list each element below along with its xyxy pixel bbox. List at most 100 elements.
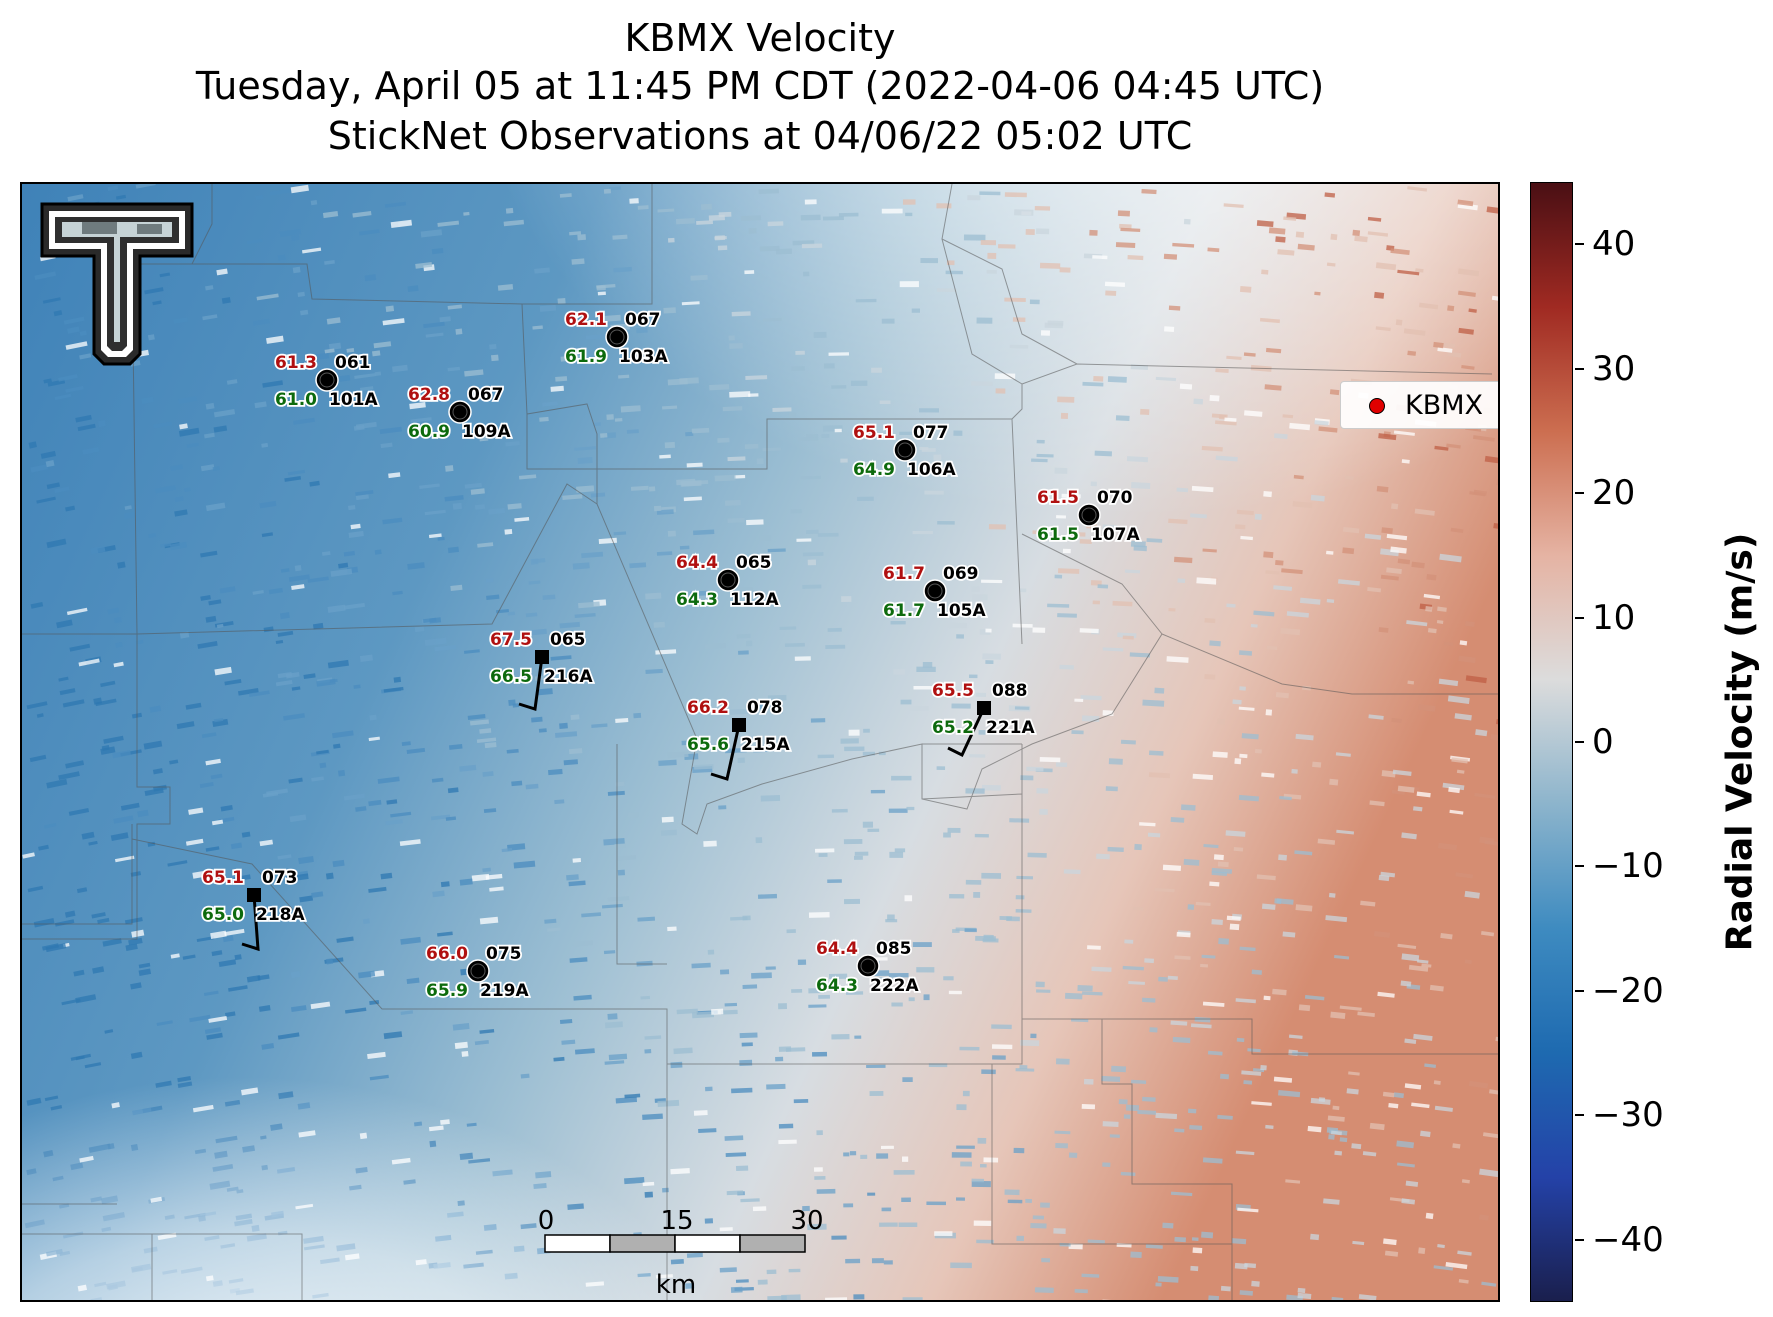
colorbar-tick-label: 0 — [1592, 722, 1614, 762]
calm-wind-ring-icon — [319, 372, 335, 388]
calm-wind-circle-icon — [315, 368, 339, 392]
station-pressure: 070 — [1097, 488, 1133, 508]
station-id: 103A — [619, 347, 668, 367]
station-pressure: 061 — [335, 353, 371, 373]
station-plot-215A[interactable]: 66.2 078 65.6 215A — [685, 696, 792, 781]
station-pressure: 069 — [943, 564, 979, 584]
station-dewpoint: 61.7 — [883, 601, 925, 621]
station-temperature: 66.0 — [426, 944, 468, 964]
station-pressure: 067 — [625, 310, 661, 330]
calm-wind-circle-icon — [856, 954, 880, 978]
station-id: 101A — [329, 390, 378, 410]
station-id: 112A — [730, 590, 779, 610]
calm-wind-circle-icon — [448, 400, 472, 424]
station-temperature: 65.1 — [853, 423, 895, 443]
station-temperature: 64.4 — [676, 553, 718, 573]
station-square-icon — [535, 650, 549, 664]
title-line-1: KBMX Velocity — [624, 16, 896, 60]
colorbar-tick-label: 20 — [1592, 473, 1636, 514]
station-plot-216A[interactable]: 67.5 065 66.5 216A — [488, 628, 595, 711]
colorbar-tick-label: −10 — [1592, 846, 1664, 887]
colorbar-tick — [1575, 616, 1584, 619]
county-boundaries — [22, 184, 1498, 1300]
station-id: 107A — [1091, 525, 1140, 545]
calm-wind-circle-icon — [1077, 503, 1101, 527]
station-temperature: 64.4 — [816, 939, 858, 959]
map-legend: KBMX — [1340, 381, 1498, 429]
station-pressure: 078 — [747, 698, 783, 718]
range-edge-fade — [22, 184, 1498, 1300]
station-id: 221A — [986, 718, 1035, 738]
station-pressure: 065 — [736, 553, 772, 573]
station-id: 106A — [907, 460, 956, 480]
colorbar-tick-label: −40 — [1592, 1219, 1664, 1260]
scale-label-15: 15 — [660, 1206, 694, 1236]
station-pressure: 077 — [913, 423, 949, 443]
station-pressure: 073 — [262, 868, 298, 888]
station-plot-106A[interactable]: 65.1 077 64.9 106A — [851, 421, 958, 482]
station-dewpoint: 65.6 — [687, 735, 729, 755]
colorbar-tick-label: 30 — [1592, 348, 1636, 389]
station-plot-105A[interactable]: 61.7 069 61.7 105A — [881, 562, 988, 623]
calm-wind-ring-icon — [452, 404, 468, 420]
calm-wind-circle-icon — [923, 579, 947, 603]
station-square-icon — [732, 718, 746, 732]
radar-site-marker-icon — [1369, 398, 1385, 414]
station-id: 219A — [480, 981, 529, 1001]
station-temperature: 61.7 — [883, 564, 925, 584]
station-pressure: 067 — [468, 385, 504, 405]
station-square-icon — [977, 701, 991, 715]
station-temperature: 66.2 — [687, 698, 729, 718]
station-id: 215A — [741, 735, 790, 755]
station-plots: 62.1 067 61.9 103A 61.3 061 61.0 101A 62.8 067 60.… — [200, 308, 1142, 1003]
station-plot-107A[interactable]: 61.5 070 61.5 107A — [1035, 486, 1142, 547]
station-plot-103A[interactable]: 62.1 067 61.9 103A — [563, 308, 670, 369]
wind-barb-icon — [241, 894, 260, 952]
scale-unit: km — [655, 1270, 697, 1300]
texas-tech-logo-icon — [40, 202, 194, 366]
station-dewpoint: 65.9 — [426, 981, 468, 1001]
colorbar-tick — [1575, 741, 1584, 743]
station-temperature: 61.5 — [1037, 488, 1079, 508]
colorbar-tick — [1575, 989, 1584, 992]
station-temperature: 67.5 — [490, 630, 532, 650]
station-id: 216A — [544, 667, 593, 687]
station-id: 105A — [937, 601, 986, 621]
colorbar-tick — [1575, 492, 1584, 495]
calm-wind-ring-icon — [860, 958, 876, 974]
station-plot-101A[interactable]: 61.3 061 61.0 101A — [273, 351, 380, 412]
calm-wind-circle-icon — [605, 325, 629, 349]
station-dewpoint: 64.3 — [816, 976, 858, 996]
colorbar-tick-label: 10 — [1592, 597, 1636, 638]
calm-wind-ring-icon — [897, 442, 913, 458]
station-dewpoint: 65.2 — [932, 718, 974, 738]
station-plot-219A[interactable]: 66.0 075 65.9 219A — [424, 942, 531, 1003]
calm-wind-ring-icon — [720, 572, 736, 588]
station-plot-112A[interactable]: 64.4 065 64.3 112A — [674, 551, 781, 612]
wind-barb-icon — [947, 707, 986, 758]
station-plot-109A[interactable]: 62.8 067 60.9 109A — [406, 383, 513, 444]
station-dewpoint: 61.5 — [1037, 525, 1079, 545]
radar-map[interactable]: 62.1 067 61.9 103A 61.3 061 61.0 101A 62.8 067 60.… — [20, 182, 1500, 1302]
colorbar-tick-label: 40 — [1592, 224, 1636, 265]
scale-label-0: 0 — [537, 1206, 555, 1236]
station-plot-218A[interactable]: 65.1 073 65.0 218A — [200, 866, 307, 952]
colorbar-label: Radial Velocity (m/s) — [1719, 532, 1761, 952]
station-dewpoint: 61.0 — [275, 390, 317, 410]
station-pressure: 075 — [486, 944, 522, 964]
station-plot-222A[interactable]: 64.4 085 64.3 222A — [814, 937, 921, 998]
colorbar-tick — [1575, 1114, 1584, 1117]
station-id: 222A — [870, 976, 919, 996]
station-temperature: 61.3 — [275, 353, 317, 373]
radar-velocity-field: 62.1 067 61.9 103A 61.3 061 61.0 101A 62.8 067 60.… — [22, 184, 1498, 1300]
station-temperature: 65.1 — [202, 868, 244, 888]
station-pressure: 065 — [550, 630, 586, 650]
colorbar-tick — [1575, 1238, 1584, 1241]
station-id: 218A — [256, 905, 305, 925]
station-dewpoint: 66.5 — [490, 667, 532, 687]
colorbar-tick — [1575, 367, 1584, 370]
station-id: 109A — [462, 422, 511, 442]
station-plot-221A[interactable]: 65.5 088 65.2 221A — [930, 679, 1037, 758]
scale-label-30: 30 — [790, 1206, 824, 1236]
colorbar-tick-label: −20 — [1592, 970, 1664, 1011]
